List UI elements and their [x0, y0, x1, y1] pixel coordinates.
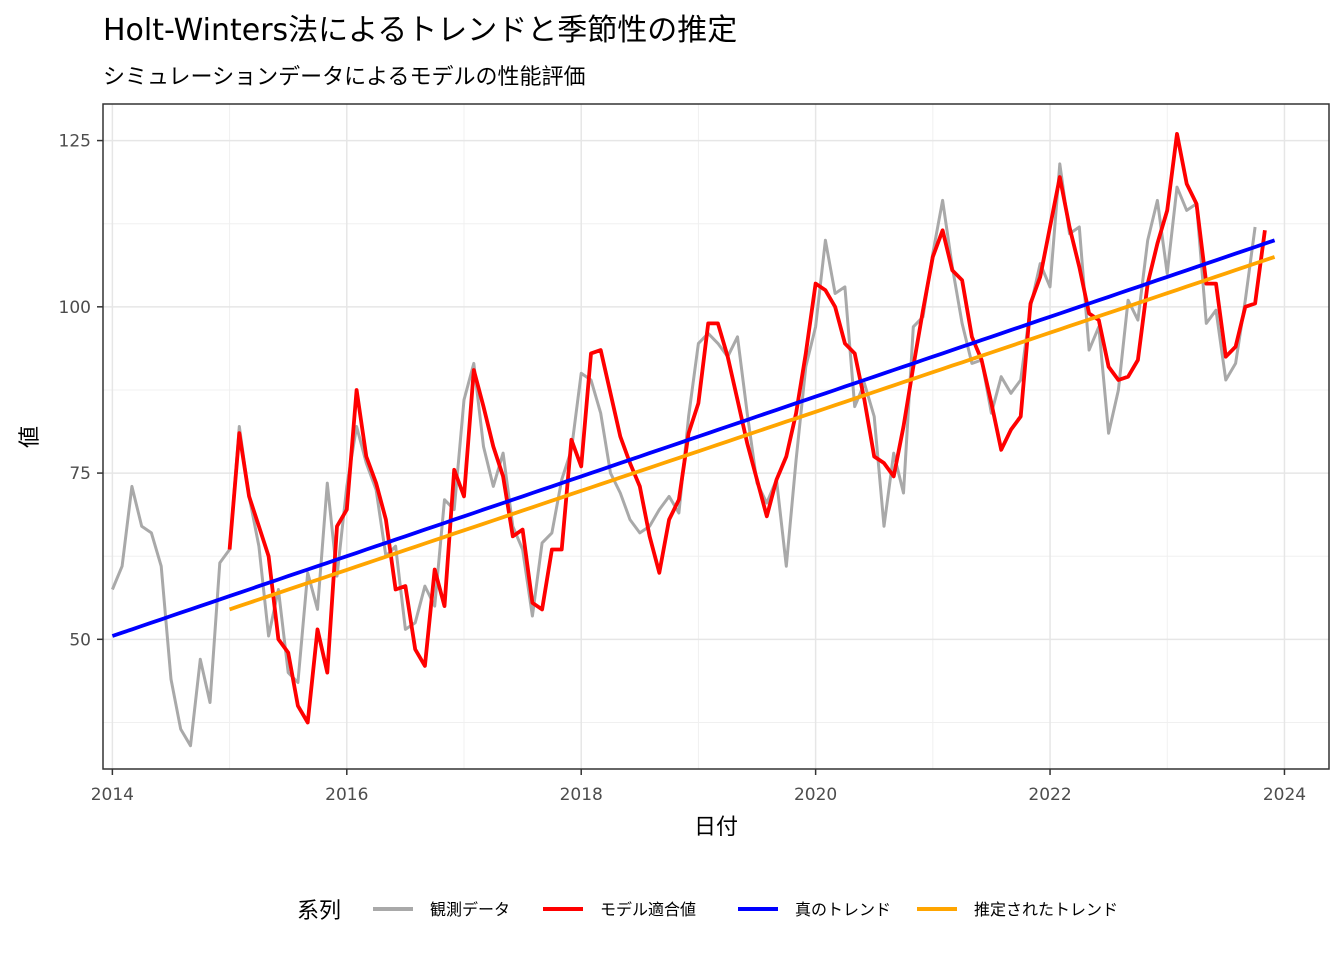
plot-panel-border	[102, 103, 1330, 770]
legend: 系列 観測データ モデル適合値 真のトレンド 推定されたトレンド	[297, 899, 1118, 924]
x-tick-label: 2020	[794, 785, 837, 805]
y-tick-label: 100	[59, 298, 91, 318]
x-axis-ticks: 2014 2016 2018 2020 2022 2024	[91, 769, 1306, 805]
series-line-2	[111, 238, 1276, 638]
x-tick-label: 2014	[91, 785, 134, 805]
chart-title: Holt-Winters法によるトレンドと季節性の推定	[103, 13, 737, 48]
x-tick-label: 2022	[1028, 785, 1071, 805]
legend-label-2: 真のトレンド	[795, 900, 891, 919]
legend-items: 観測データ モデル適合値 真のトレンド 推定されたトレンド	[373, 900, 1118, 919]
x-axis-title: 日付	[694, 815, 738, 840]
legend-label-1: モデル適合値	[600, 900, 696, 919]
series-line-1	[227, 131, 1267, 725]
major-gridlines	[103, 104, 1329, 769]
y-tick-label: 125	[59, 132, 91, 152]
x-tick-label: 2018	[560, 785, 603, 805]
x-tick-label: 2016	[325, 785, 368, 805]
y-axis-title: 値	[18, 426, 43, 448]
legend-label-3: 推定されたトレンド	[974, 900, 1118, 919]
y-tick-label: 50	[69, 630, 91, 650]
x-tick-label: 2024	[1263, 785, 1306, 805]
chart-subtitle: シミュレーションデータによるモデルの性能評価	[103, 65, 585, 90]
series-line-3	[228, 255, 1276, 612]
legend-title: 系列	[297, 899, 341, 924]
y-axis-ticks: 50 75 100 125	[59, 132, 103, 650]
y-tick-label: 75	[69, 464, 91, 484]
legend-label-0: 観測データ	[430, 900, 510, 919]
series-layer	[111, 131, 1276, 748]
